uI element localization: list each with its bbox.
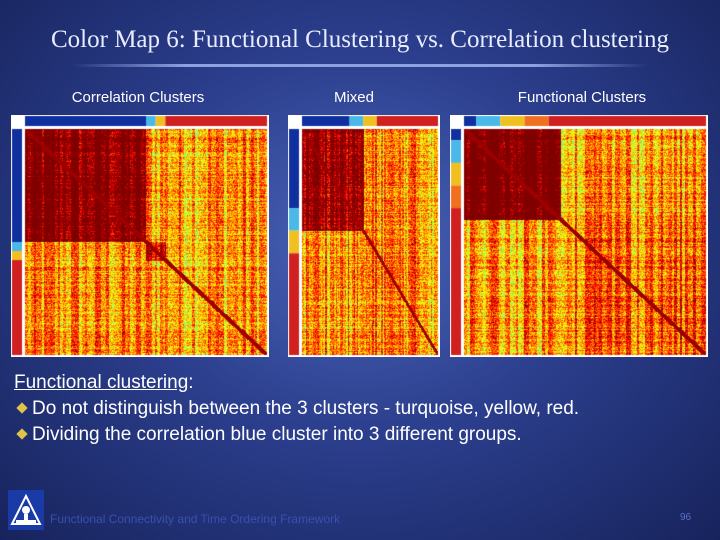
diamond-bullet-icon bbox=[16, 428, 28, 440]
title-divider bbox=[72, 64, 648, 67]
heatmap-functional-clusters bbox=[450, 115, 708, 357]
bullet-row: Dividing the correlation blue cluster in… bbox=[14, 422, 714, 448]
diamond-bullet-icon bbox=[16, 402, 28, 414]
panel-label-functional: Functional Clusters bbox=[517, 89, 647, 106]
body-heading: Functional clustering bbox=[14, 372, 189, 393]
page-number: 96 bbox=[680, 512, 692, 523]
bullet-row: Do not distinguish between the 3 cluster… bbox=[14, 396, 714, 422]
panel-label-mixed: Mixed bbox=[333, 89, 374, 106]
body-heading-colon: : bbox=[188, 372, 194, 393]
bullet-text: Do not distinguish between the 3 cluster… bbox=[32, 398, 580, 419]
body-text: Functional clustering: Do not distinguis… bbox=[14, 370, 714, 448]
heatmap-mixed bbox=[288, 115, 440, 357]
bullet-text: Dividing the correlation blue cluster in… bbox=[32, 424, 522, 445]
panel-label-correlation: Correlation Clusters bbox=[71, 89, 205, 106]
university-logo-icon bbox=[8, 490, 44, 530]
body-heading-row: Functional clustering: bbox=[14, 370, 714, 396]
heatmap-correlation-clusters bbox=[11, 115, 269, 357]
slide-title: Color Map 6: Functional Clustering vs. C… bbox=[51, 26, 669, 53]
footer-text: Functional Connectivity and Time Orderin… bbox=[50, 512, 341, 526]
